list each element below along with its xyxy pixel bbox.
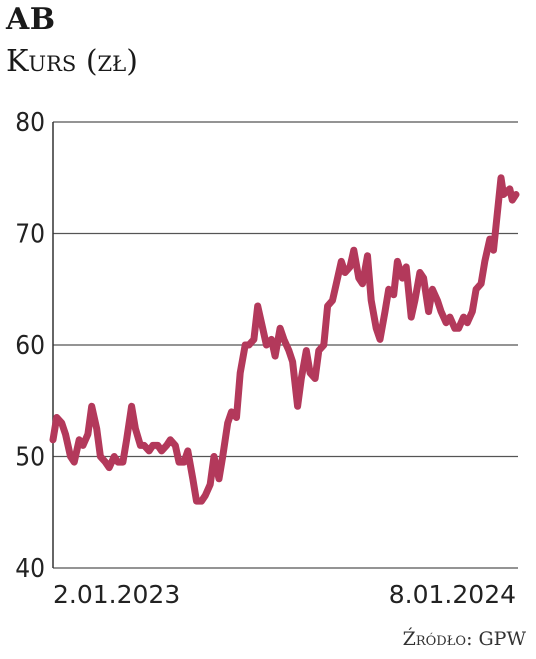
y-tick-label: 80	[15, 108, 45, 138]
chart-title: AB	[6, 2, 56, 37]
y-tick-label: 60	[15, 331, 45, 361]
x-tick-label-end: 8.01.2024	[389, 580, 516, 609]
x-axis-ticks: 2.01.2023 8.01.2024	[53, 580, 516, 609]
y-tick-label: 70	[15, 220, 45, 250]
y-axis-ticks: 40 50 60 70 80	[15, 108, 45, 584]
series-layer	[49, 174, 520, 505]
y-tick-label: 50	[15, 443, 45, 473]
y-tick-label: 40	[15, 554, 45, 584]
series-line-0	[49, 174, 520, 505]
x-tick-label-start: 2.01.2023	[53, 580, 180, 609]
source-note: Źródło: GPW	[402, 628, 526, 650]
chart-subtitle: Kurs (zł)	[6, 44, 138, 79]
